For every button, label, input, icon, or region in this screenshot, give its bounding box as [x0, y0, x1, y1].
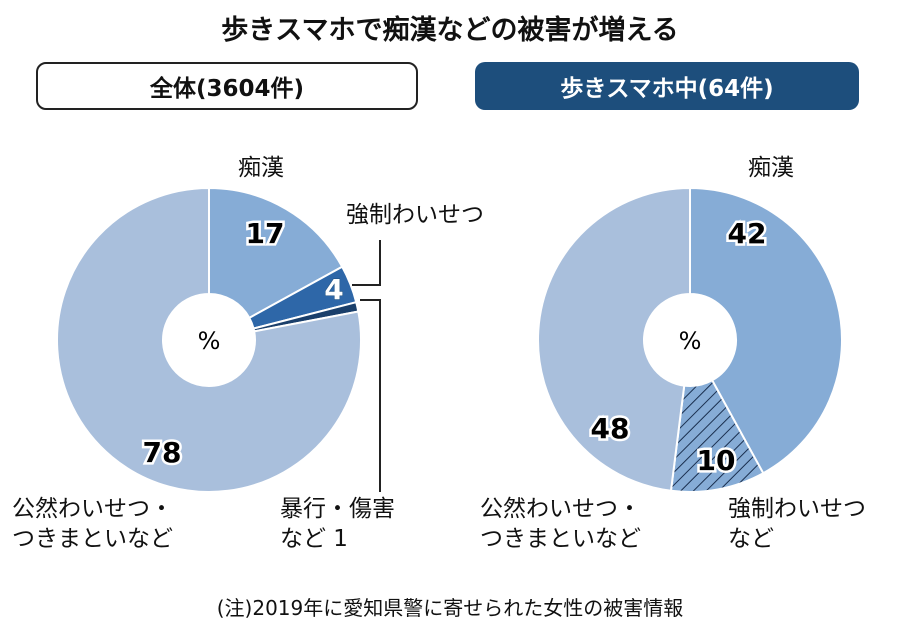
- footnote: (注)2019年に愛知県警に寄せられた女性の被害情報: [216, 596, 684, 620]
- slice-left-kozen: [56, 186, 362, 493]
- label-left-kozen-1: 公然わいせつ・: [12, 496, 173, 522]
- center-label-right: %: [679, 327, 702, 355]
- value-left-kyosei: 4: [324, 273, 343, 306]
- slice-right-chikan: [689, 186, 843, 475]
- label-right-kozen-1: 公然わいせつ・: [480, 496, 641, 522]
- leader-line-kyosei: [352, 240, 381, 286]
- slice-right-kozen: [537, 186, 691, 492]
- label-right-kyosei-2: など: [728, 526, 774, 552]
- leader-line-boko: [360, 299, 381, 492]
- label-right-chikan: 痴漢: [748, 155, 794, 181]
- label-left-kyosei: 強制わいせつ: [346, 202, 484, 228]
- value-right-kyosei: 10: [697, 444, 736, 477]
- label-left-boko-1: 暴行・傷害: [280, 496, 395, 522]
- label-right-kozen-2: つきまといなど: [480, 526, 641, 552]
- label-left-chikan: 痴漢: [238, 155, 284, 181]
- value-left-kozen: 78: [143, 436, 182, 469]
- label-right-kyosei-1: 強制わいせつ: [728, 496, 866, 522]
- left-chart-header: 全体(3604件): [36, 62, 418, 110]
- right-chart-header: 歩きスマホ中(64件): [475, 62, 859, 110]
- slice-left-chikan: [208, 186, 344, 320]
- value-right-chikan: 42: [728, 217, 767, 250]
- label-left-boko-2: など 1: [280, 526, 348, 552]
- value-right-kozen: 48: [591, 412, 630, 445]
- value-left-chikan: 17: [246, 217, 285, 250]
- chart-title: 歩きスマホで痴漢などの被害が増える: [221, 15, 679, 46]
- label-left-kozen-2: つきまといなど: [12, 526, 173, 552]
- center-label-left: %: [198, 327, 221, 355]
